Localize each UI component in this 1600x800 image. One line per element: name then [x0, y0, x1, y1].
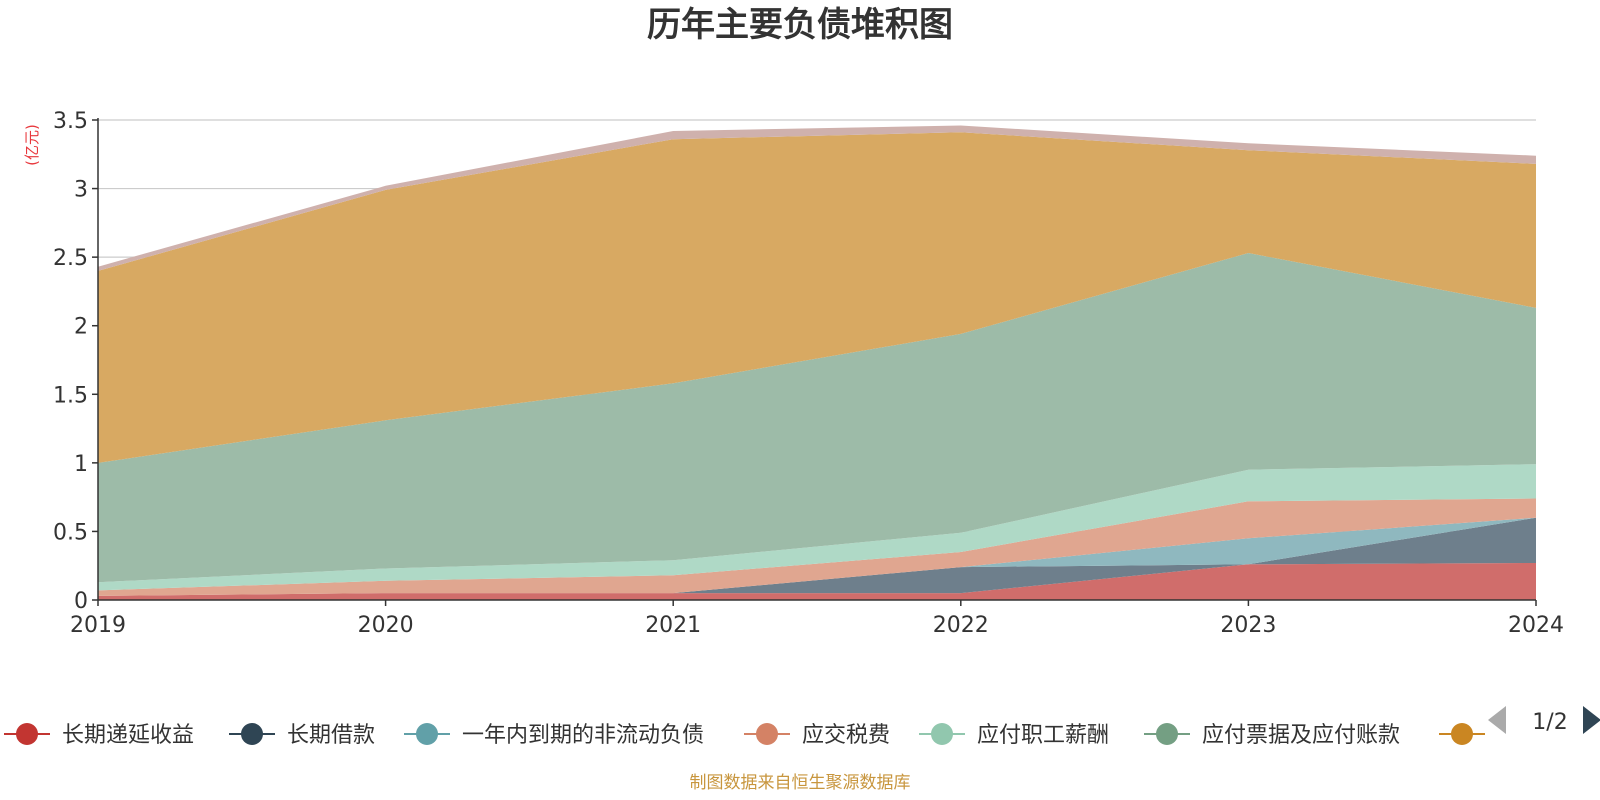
y-tick-label: 2: [74, 315, 88, 340]
legend-label: 长期递延收益: [62, 723, 194, 748]
y-tick-label: 3.5: [53, 109, 88, 134]
legend-item-2[interactable]: 长期借款: [229, 723, 375, 748]
legend-marker-icon: [241, 723, 263, 745]
x-tick-label: 2019: [70, 613, 126, 638]
area-series-7[interactable]: [98, 132, 1536, 463]
legend-label: 应交税费: [802, 723, 890, 748]
x-tick-label: 2022: [933, 613, 989, 638]
area-series-6[interactable]: [98, 253, 1536, 583]
legend-next-page-icon[interactable]: [1583, 706, 1600, 734]
y-tick-label: 1.5: [53, 383, 88, 408]
legend-marker-icon: [16, 723, 38, 745]
legend-marker-icon: [931, 723, 953, 745]
legend-label: 应付票据及应付账款: [1202, 723, 1400, 748]
legend-marker-icon: [1156, 723, 1178, 745]
area-series-4[interactable]: [98, 498, 1536, 596]
legend-label: 一年内到期的非流动负债: [462, 723, 704, 748]
y-tick-label: 1: [74, 452, 88, 477]
x-tick-label: 2023: [1220, 613, 1276, 638]
x-tick-label: 2024: [1508, 613, 1564, 638]
legend-item-1[interactable]: 长期递延收益: [4, 723, 194, 748]
area-series-group: [98, 125, 1536, 600]
x-tick-label: 2021: [645, 613, 701, 638]
legend-marker-icon: [756, 723, 778, 745]
area-series-1[interactable]: [98, 563, 1536, 600]
legend-item-7[interactable]: [1439, 723, 1485, 745]
legend-pager[interactable]: 1/2: [1488, 706, 1600, 735]
data-source-note: 制图数据来自恒生聚源数据库: [690, 773, 911, 793]
chart-title: 历年主要负债堆积图: [647, 5, 953, 45]
area-series-2[interactable]: [98, 517, 1536, 596]
y-tick-label: 0.5: [53, 520, 88, 545]
legend[interactable]: 长期递延收益 长期借款 一年内到期的非流动负债 应交税费 应付职工薪酬 应付票据及应付账款: [4, 723, 1485, 748]
legend-label: 长期借款: [287, 723, 375, 748]
legend-item-6[interactable]: 应付票据及应付账款: [1144, 723, 1400, 748]
legend-label: 应付职工薪酬: [977, 723, 1109, 748]
legend-item-4[interactable]: 应交税费: [744, 723, 890, 748]
legend-item-5[interactable]: 应付职工薪酬: [919, 723, 1109, 748]
area-series-5[interactable]: [98, 464, 1536, 591]
legend-prev-page-icon[interactable]: [1488, 706, 1506, 734]
x-tick-label: 2020: [358, 613, 414, 638]
y-tick-label: 2.5: [53, 246, 88, 271]
y-tick-label: 0: [74, 589, 88, 614]
legend-page-indicator: 1/2: [1532, 710, 1567, 735]
axes: 0 0.5 1 1.5 2 2.5 3 3.5 2019 2020 2021 2022 2023 2024: [53, 109, 1564, 638]
area-series-3[interactable]: [98, 517, 1536, 596]
y-axis-unit-label: (亿元): [23, 124, 41, 166]
legend-item-3[interactable]: 一年内到期的非流动负债: [404, 723, 704, 748]
legend-marker-icon: [416, 723, 438, 745]
legend-marker-icon: [1451, 723, 1473, 745]
y-tick-label: 3: [74, 178, 88, 203]
